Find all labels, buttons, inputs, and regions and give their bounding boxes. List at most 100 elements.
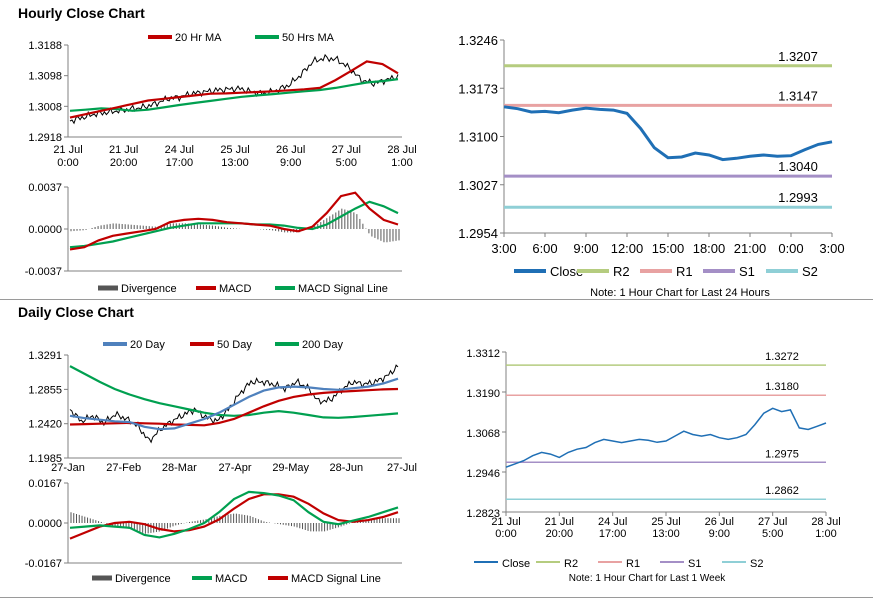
pivot-24h-x-tick-label: 9:00 bbox=[573, 241, 598, 256]
hourly-price-x-tick-label: 28 Jul 1:00 bbox=[387, 144, 416, 169]
pivot-week-x-tick-label: 21 Jul 20:00 bbox=[545, 516, 574, 540]
pivot-week-legend-label-2: R1 bbox=[626, 558, 640, 570]
daily-price-x-tick-label: 27-Jul bbox=[387, 462, 417, 474]
hourly-price-x-tick-label: 21 Jul 20:00 bbox=[109, 144, 138, 169]
pivot-24h-level-r2-label: 1.3207 bbox=[778, 49, 818, 64]
daily-macd-line bbox=[69, 490, 399, 539]
hourly-close-price-line bbox=[69, 53, 399, 125]
daily-macd-y-tick-label: -0.0167 bbox=[25, 558, 62, 570]
hourly-macd-chart: 0.0037 0.0000 -0.0037 Divergence MACD MACD Si… bbox=[25, 182, 402, 295]
pivot-24h-x-tick-label: 3:00 bbox=[819, 241, 844, 256]
hourly-price-x-tick-label: 21 Jul 0:00 bbox=[53, 144, 82, 169]
hourly-price-x-tick-label: 25 Jul 13:00 bbox=[220, 144, 249, 169]
daily-macd-signal-line bbox=[69, 493, 399, 540]
pivot-week-x-tick-label: 27 Jul 5:00 bbox=[758, 516, 787, 540]
daily-price-y-tick-label: 1.1985 bbox=[28, 453, 62, 465]
pivot-24h-legend-label-1: R2 bbox=[613, 264, 630, 279]
pivot-24h-close-line bbox=[503, 105, 833, 162]
pivot-week-close-line bbox=[505, 407, 827, 468]
hourly-price-y-tick-label: 1.2918 bbox=[28, 132, 62, 144]
pivot-week-x-tick-label: 28 Jul 1:00 bbox=[811, 516, 840, 540]
hourly-price-legend-label-0: 20 Hr MA bbox=[175, 32, 222, 44]
daily-200day-ma-line bbox=[69, 365, 399, 419]
pivot-week-level-s1-label: 1.2975 bbox=[765, 448, 799, 460]
pivot-week-level-r2-label: 1.3272 bbox=[765, 351, 799, 363]
pivot-24h-x-tick-label: 6:00 bbox=[532, 241, 557, 256]
pivot-week-legend-label-1: R2 bbox=[564, 558, 578, 570]
daily-price-x-tick-label: 27-Apr bbox=[218, 462, 251, 474]
pivot-week-level-r1-label: 1.3180 bbox=[765, 381, 799, 393]
pivot-week-level-s2-label: 1.2862 bbox=[765, 485, 799, 497]
hourly-price-y-tick-label: 1.3008 bbox=[28, 101, 62, 113]
pivot-24h-legend-label-4: S2 bbox=[802, 264, 818, 279]
hourly-macd-legend-label-0: Divergence bbox=[121, 283, 177, 295]
pivot-24h-y-tick-label: 1.3173 bbox=[458, 81, 498, 96]
pivot-24h-x-tick-label: 18:00 bbox=[693, 241, 726, 256]
daily-price-legend-label-2: 200 Day bbox=[302, 339, 343, 351]
pivot-week-y-tick-label: 1.3312 bbox=[466, 348, 500, 360]
daily-price-y-tick-label: 1.2420 bbox=[28, 419, 62, 431]
pivot-24h-level-s2-label: 1.2993 bbox=[778, 190, 818, 205]
pivot-week-x-tick-label: 21 Jul 0:00 bbox=[491, 516, 520, 540]
pivot-24h-level-s1-label: 1.3040 bbox=[778, 159, 818, 174]
hourly-price-y-tick-label: 1.3098 bbox=[28, 71, 62, 83]
daily-price-x-tick-label: 28-Jun bbox=[330, 462, 364, 474]
pivot-week-note: Note: 1 Hour Chart for Last 1 Week bbox=[569, 573, 727, 584]
pivot-24h-y-tick-label: 1.3246 bbox=[458, 33, 498, 48]
hourly-macd-y-tick-label: 0.0037 bbox=[28, 182, 62, 194]
pivot-week-x-tick-label: 26 Jul 9:00 bbox=[705, 516, 734, 540]
hourly-50hr-ma-line bbox=[69, 78, 399, 112]
daily-macd-y-tick-label: 0.0167 bbox=[28, 478, 62, 490]
pivot-24h-note: Note: 1 Hour Chart for Last 24 Hours bbox=[590, 287, 770, 299]
pivot-week-x-tick-label: 24 Jul 17:00 bbox=[598, 516, 627, 540]
daily-section-title: Daily Close Chart bbox=[18, 304, 134, 320]
pivot-24h-x-tick-label: 0:00 bbox=[778, 241, 803, 256]
pivot-24h-x-tick-label: 3:00 bbox=[491, 241, 516, 256]
hourly-price-y-tick-label: 1.3188 bbox=[28, 40, 62, 52]
hourly-20hr-ma-line bbox=[69, 60, 399, 119]
pivot-24h-y-tick-label: 1.3027 bbox=[458, 178, 498, 193]
hourly-macd-legend-label-1: MACD bbox=[219, 283, 251, 295]
pivot-24h-legend-label-2: R1 bbox=[676, 264, 693, 279]
daily-20day-ma-line bbox=[69, 377, 399, 431]
hourly-price-x-tick-label: 24 Jul 17:00 bbox=[165, 144, 194, 169]
hourly-macd-y-tick-label: 0.0000 bbox=[28, 224, 62, 236]
pivot-24h-level-r1-label: 1.3147 bbox=[778, 88, 818, 103]
daily-macd-y-tick-label: 0.0000 bbox=[28, 518, 62, 530]
pivot-24h-x-tick-label: 15:00 bbox=[652, 241, 685, 256]
section-divider bbox=[0, 299, 873, 300]
daily-price-legend-label-1: 50 Day bbox=[217, 339, 252, 351]
pivot-week-legend-label-4: S2 bbox=[750, 558, 763, 570]
hourly-macd-legend-label-2: MACD Signal Line bbox=[298, 283, 388, 295]
hourly-macd-y-tick-label: -0.0037 bbox=[25, 266, 62, 278]
pivot-24h-x-tick-label: 21:00 bbox=[734, 241, 767, 256]
pivot-24h-x-tick-label: 12:00 bbox=[611, 241, 644, 256]
daily-price-x-tick-label: 29-May bbox=[272, 462, 309, 474]
daily-50day-ma-line bbox=[69, 387, 399, 427]
daily-price-legend-label-0: 20 Day bbox=[130, 339, 165, 351]
daily-macd-legend-label-0: Divergence bbox=[115, 573, 171, 585]
hourly-price-x-tick-label: 26 Jul 9:00 bbox=[276, 144, 305, 169]
daily-macd-chart: 0.0167 0.0000 -0.0167 Divergence MACD MACD Si… bbox=[25, 478, 402, 585]
daily-price-x-tick-label: 27-Jan bbox=[51, 462, 85, 474]
pivot-24h-legend-label-3: S1 bbox=[739, 264, 755, 279]
hourly-price-legend-label-1: 50 Hrs MA bbox=[282, 32, 335, 44]
hourly-macd-line bbox=[69, 191, 399, 251]
pivot-24h-y-tick-label: 1.2954 bbox=[458, 226, 498, 241]
daily-price-y-tick-label: 1.3291 bbox=[28, 350, 62, 362]
bottom-divider bbox=[0, 597, 873, 598]
pivot-week-y-tick-label: 1.3190 bbox=[466, 388, 500, 400]
pivot-24h-y-tick-label: 1.3100 bbox=[458, 130, 498, 145]
daily-price-x-tick-label: 27-Feb bbox=[106, 462, 141, 474]
hourly-section-title: Hourly Close Chart bbox=[18, 5, 145, 21]
hourly-price-x-tick-label: 27 Jul 5:00 bbox=[332, 144, 361, 169]
daily-price-x-tick-label: 28-Mar bbox=[162, 462, 197, 474]
pivot-week-y-tick-label: 1.2946 bbox=[466, 468, 500, 480]
pivot-week-legend-label-0: Close bbox=[502, 558, 530, 570]
pivot-week-legend-label-3: S1 bbox=[688, 558, 701, 570]
pivot-week-y-tick-label: 1.3068 bbox=[466, 428, 500, 440]
